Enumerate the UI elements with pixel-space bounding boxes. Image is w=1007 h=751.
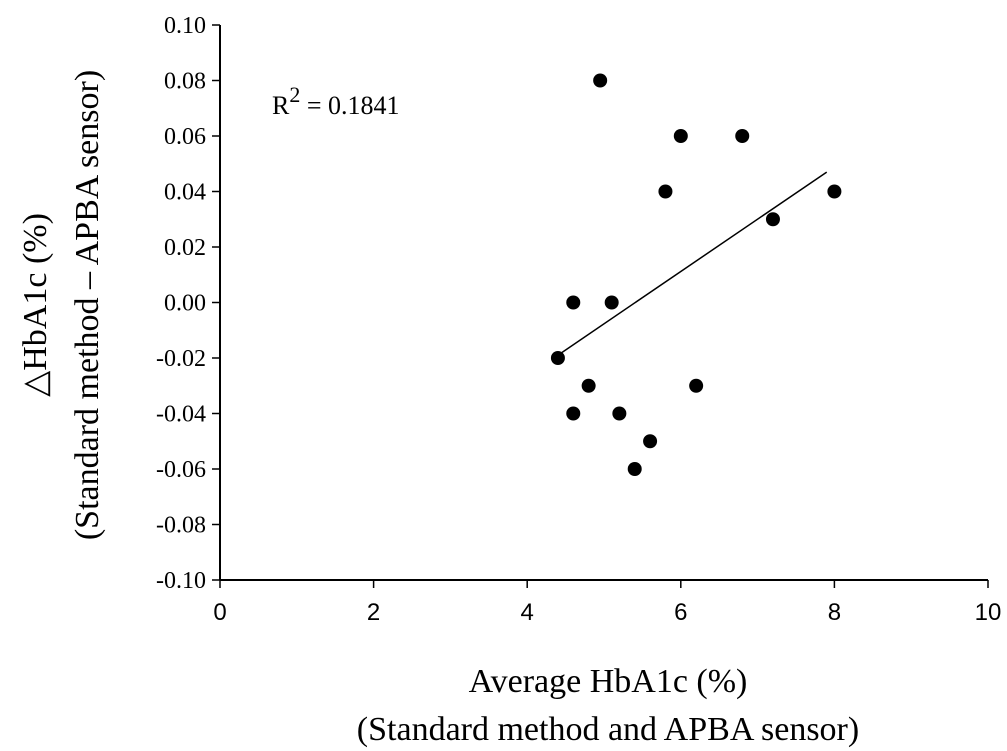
y-tick-label: -0.02: [156, 346, 206, 372]
x-tick-label: 8: [828, 599, 841, 626]
y-axis-title-line2: (Standard method – APBA sensor): [69, 70, 106, 540]
r-squared-annotation: R2 = 0.1841: [272, 82, 400, 120]
trendline-group: [557, 171, 828, 356]
y-tick-label: 0.00: [164, 291, 206, 317]
data-point: [581, 378, 596, 393]
data-point: [604, 295, 619, 310]
data-point: [689, 378, 704, 393]
r-squared-superscript: 2: [289, 82, 300, 107]
r-squared-value: = 0.1841: [300, 91, 399, 120]
data-point: [566, 295, 581, 310]
y-tick-label: -0.10: [156, 568, 206, 594]
x-axis-title-line1: Average HbA1c (%): [469, 663, 748, 700]
data-point: [627, 462, 642, 476]
x-tick-label: 10: [975, 599, 1002, 626]
data-point: [735, 129, 750, 143]
y-tick-label: 0.02: [164, 235, 206, 261]
x-tick-label: 2: [367, 599, 380, 626]
y-tick-label: -0.06: [156, 457, 206, 483]
data-points: [550, 73, 842, 476]
x-ticks: 0 2 4 6 8 10: [213, 580, 1001, 626]
y-axis-title-line1: △HbA1c (%): [17, 213, 54, 397]
x-tick-label: 4: [521, 599, 534, 626]
trendline: [557, 171, 828, 356]
y-tick-label: 0.06: [164, 124, 206, 150]
y-tick-label: -0.08: [156, 513, 206, 539]
data-point: [643, 434, 658, 449]
y-ticks: -0.10 -0.08 -0.06 -0.04 -0.02 0.00 0.02 0.04 0.0…: [156, 13, 220, 594]
y-tick-label: 0.04: [164, 180, 206, 206]
data-point: [658, 184, 673, 199]
y-tick-label: 0.08: [164, 69, 206, 95]
data-point: [566, 406, 581, 421]
data-point: [673, 129, 688, 143]
data-point: [765, 212, 780, 227]
y-tick-label: -0.04: [156, 402, 206, 428]
x-tick-label: 6: [674, 599, 687, 626]
data-point: [593, 73, 608, 88]
x-tick-label: 0: [213, 599, 226, 626]
r-squared-base: R: [272, 91, 290, 120]
data-point: [550, 351, 565, 365]
data-point: [612, 406, 627, 421]
y-tick-label: 0.10: [164, 13, 206, 39]
data-point: [827, 184, 842, 199]
x-axis-title-line2: (Standard method and APBA sensor): [357, 711, 859, 748]
